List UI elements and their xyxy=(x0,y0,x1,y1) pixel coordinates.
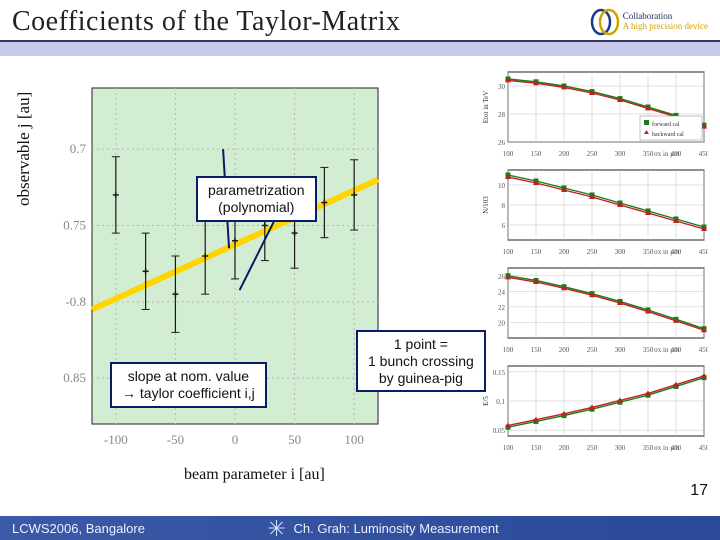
snowflake-icon xyxy=(268,519,286,537)
svg-text:20: 20 xyxy=(498,319,506,327)
callout-slope: slope at nom. value→ taylor coefficient … xyxy=(110,362,267,408)
mini-plot-0: 100150200250300350400450262830Etot in Te… xyxy=(478,68,708,160)
svg-text:350: 350 xyxy=(643,444,654,452)
svg-text:0: 0 xyxy=(232,432,239,447)
svg-text:-50: -50 xyxy=(167,432,184,447)
svg-text:σx in μm: σx in μm xyxy=(654,346,680,354)
mini-plot-column: 100150200250300350400450262830Etot in Te… xyxy=(478,68,708,454)
y-axis-label: observable j [au] xyxy=(14,92,34,206)
footer-bar: LCWS2006, Bangalore Ch. Grah: Luminosity… xyxy=(0,516,720,540)
mini-plot-3: 1001502002503003504004500.050.10.15E/55σ… xyxy=(478,362,708,454)
svg-text:0.1: 0.1 xyxy=(496,398,505,406)
svg-text:0.7: 0.7 xyxy=(70,141,87,156)
svg-text:Etot in TeV: Etot in TeV xyxy=(482,91,490,123)
footer-center: Ch. Grah: Luminosity Measurement xyxy=(268,519,499,537)
svg-text:28: 28 xyxy=(498,111,506,119)
svg-text:200: 200 xyxy=(559,248,570,256)
svg-text:10: 10 xyxy=(498,182,506,190)
svg-text:22: 22 xyxy=(498,304,506,312)
mini-plot-2: 10015020025030035040045020222426 in mmσx… xyxy=(478,264,708,356)
content-area: observable j [au] -100 -50 0 50 100 0.85 -0.8 0… xyxy=(0,56,720,528)
svg-text:backward cal: backward cal xyxy=(652,132,684,138)
svg-text:150: 150 xyxy=(531,444,542,452)
svg-text:100: 100 xyxy=(344,432,364,447)
svg-text:0.15: 0.15 xyxy=(493,369,506,377)
svg-text:σx in μm: σx in μm xyxy=(654,248,680,256)
svg-text:200: 200 xyxy=(559,150,570,158)
svg-text:200: 200 xyxy=(559,346,570,354)
svg-text:24: 24 xyxy=(498,288,506,296)
svg-text:450: 450 xyxy=(699,248,708,256)
svg-text:0.05: 0.05 xyxy=(493,427,506,435)
svg-text:100: 100 xyxy=(503,346,514,354)
svg-text:200: 200 xyxy=(559,444,570,452)
svg-text:150: 150 xyxy=(531,150,542,158)
svg-text:250: 250 xyxy=(587,346,598,354)
svg-text:250: 250 xyxy=(587,248,598,256)
svg-text:0.75: 0.75 xyxy=(63,217,86,232)
x-axis-label: beam parameter i [au] xyxy=(184,466,325,484)
svg-text:450: 450 xyxy=(699,150,708,158)
svg-text:6: 6 xyxy=(502,222,506,230)
svg-text:100: 100 xyxy=(503,444,514,452)
svg-text:σx in μm: σx in μm xyxy=(654,150,680,158)
svg-text:250: 250 xyxy=(587,150,598,158)
svg-text:250: 250 xyxy=(587,444,598,452)
callout-parametrization: parametrization(polynomial) xyxy=(196,176,317,222)
svg-text:-0.8: -0.8 xyxy=(65,294,86,309)
svg-text:30: 30 xyxy=(498,83,506,91)
svg-text:450: 450 xyxy=(699,346,708,354)
page-title: Coefficients of the Taylor-Matrix xyxy=(12,6,401,38)
svg-text:-100: -100 xyxy=(104,432,128,447)
subtitle-strip xyxy=(0,42,720,56)
svg-text:σx in μm: σx in μm xyxy=(654,444,680,452)
svg-text:150: 150 xyxy=(531,346,542,354)
callout-bunch: 1 point =1 bunch crossingby guinea-pig xyxy=(356,330,486,392)
mini-plot-1: 1001502002503003504004506810N/103σx in μ… xyxy=(478,166,708,258)
logo-rings-icon xyxy=(587,7,621,37)
svg-text:8: 8 xyxy=(502,202,506,210)
svg-text:forward cal: forward cal xyxy=(652,121,680,128)
svg-text:300: 300 xyxy=(615,150,626,158)
title-bar: Coefficients of the Taylor-Matrix Collab… xyxy=(0,0,720,42)
svg-text:100: 100 xyxy=(503,248,514,256)
logo-text: Collaboration A high precision device xyxy=(623,12,708,32)
svg-text:E/55: E/55 xyxy=(482,396,490,406)
svg-text:300: 300 xyxy=(615,346,626,354)
svg-text:300: 300 xyxy=(615,444,626,452)
svg-text:50: 50 xyxy=(288,432,301,447)
svg-text:350: 350 xyxy=(643,150,654,158)
svg-text:450: 450 xyxy=(699,444,708,452)
svg-text:150: 150 xyxy=(531,248,542,256)
svg-text:26: 26 xyxy=(498,139,506,147)
svg-text:350: 350 xyxy=(643,248,654,256)
svg-text:N/103: N/103 xyxy=(482,196,490,214)
svg-text:350: 350 xyxy=(643,346,654,354)
footer-left: LCWS2006, Bangalore xyxy=(12,521,145,536)
svg-text:26: 26 xyxy=(498,273,506,281)
svg-text:100: 100 xyxy=(503,150,514,158)
fcal-logo: Collaboration A high precision device xyxy=(587,7,708,37)
svg-text:300: 300 xyxy=(615,248,626,256)
page-number: 17 xyxy=(690,482,708,500)
svg-text:0.85: 0.85 xyxy=(63,370,86,385)
